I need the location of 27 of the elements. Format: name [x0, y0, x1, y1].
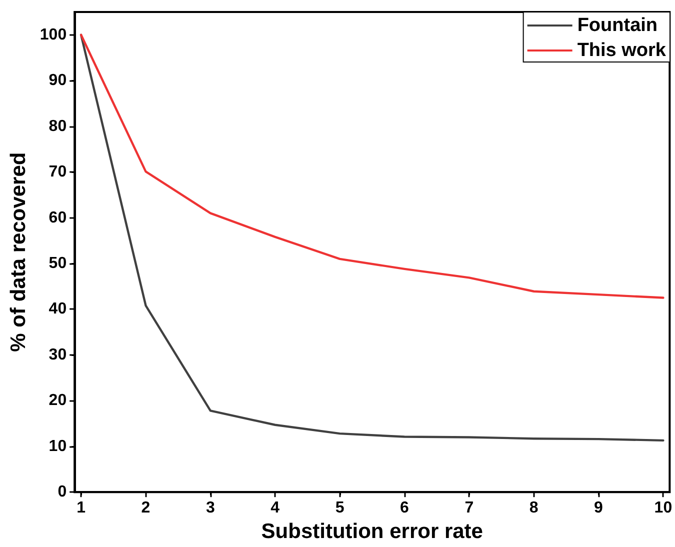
- y-tick-label: 90: [48, 72, 67, 90]
- legend-label: Fountain: [577, 15, 658, 36]
- y-tick-label: 70: [48, 164, 67, 181]
- y-tick-label: 60: [48, 209, 67, 226]
- line-series: [80, 34, 664, 299]
- x-tick-label: 7: [464, 500, 474, 517]
- x-tick-label: 6: [400, 500, 410, 517]
- y-tick-label: 40: [48, 300, 67, 318]
- x-tick-label: 2: [141, 500, 150, 517]
- x-tick-label: 1: [76, 500, 86, 517]
- x-tick-label: 3: [206, 500, 215, 517]
- y-tick-label: 50: [48, 254, 67, 272]
- x-axis-title: Substitution error rate: [261, 520, 483, 543]
- legend-label: This work: [577, 40, 666, 61]
- y-tick-label: 30: [48, 346, 67, 364]
- y-tick-label: 100: [40, 26, 67, 44]
- x-tick-label: 8: [529, 500, 538, 517]
- x-tick-label: 9: [594, 500, 604, 517]
- x-tick-label: 4: [270, 500, 280, 517]
- y-tick-label: 10: [48, 438, 67, 455]
- x-tick-label: 5: [335, 500, 344, 517]
- y-tick-label: 20: [48, 392, 67, 410]
- x-tick-label: 10: [654, 500, 672, 517]
- y-tick-label: 0: [58, 484, 67, 501]
- line-series: [80, 34, 664, 442]
- y-tick-label: 80: [48, 118, 67, 135]
- y-axis-title: % of data recovered: [7, 152, 30, 352]
